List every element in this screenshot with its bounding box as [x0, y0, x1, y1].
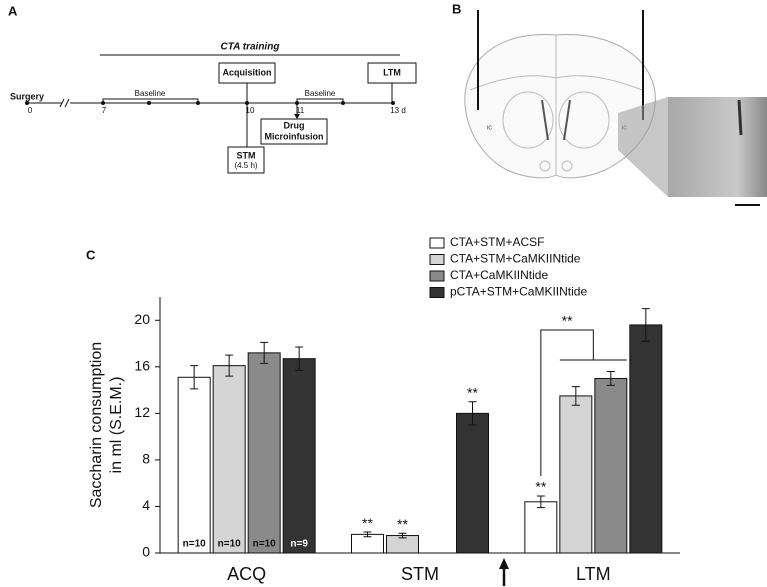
y-axis-title-line: Saccharin consumption — [88, 342, 105, 508]
stm-label: STM — [237, 150, 256, 160]
panel-a: A CTA training Surgery 0 7 10 11 13 d Ba… — [8, 3, 417, 174]
break — [59, 98, 65, 108]
brain-structure — [539, 160, 551, 172]
surgery-label: Surgery — [10, 91, 44, 101]
y-tick-label: 20 — [134, 311, 150, 327]
n-label: n=10 — [253, 539, 277, 550]
n-label: n=10 — [183, 539, 207, 550]
break — [64, 98, 70, 108]
error-bar — [606, 370, 615, 386]
bar — [594, 377, 628, 554]
legend-label: CTA+STM+CaMKIINtide — [450, 252, 581, 266]
panel-label: A — [8, 3, 18, 18]
n-label: n=9 — [290, 539, 308, 550]
legend-label: CTA+CaMKIINtide — [450, 268, 548, 282]
drug-label: Drug — [284, 120, 305, 130]
legend-swatch — [429, 254, 445, 265]
baseline-bracket — [296, 98, 344, 101]
stm-box — [227, 146, 265, 174]
brain-structure — [561, 160, 573, 172]
bar — [212, 365, 246, 554]
day-label: 0 — [28, 106, 33, 115]
ltm-label: LTM — [383, 67, 401, 77]
x-tick-label: STM — [401, 564, 439, 584]
bar — [247, 352, 281, 554]
arrow-head — [499, 558, 509, 569]
legend-swatch — [429, 237, 445, 249]
brain-structure — [502, 91, 554, 149]
error-bar — [190, 365, 199, 390]
legend-swatch — [429, 287, 445, 298]
zoom-region — [618, 97, 668, 197]
legend-label: CTA+STM+ACSF — [450, 235, 544, 249]
bar — [456, 412, 489, 554]
y-tick-label: 0 — [142, 544, 150, 560]
y-tick-label: 8 — [142, 451, 150, 467]
x-tick-label: LTM — [576, 564, 611, 584]
x-tick-label: ACQ — [227, 564, 266, 584]
stm-time: (4.5 h) — [234, 161, 257, 170]
cannula-track — [737, 99, 743, 136]
y-axis-title: Saccharin consumption in ml (S.E.M.) — [88, 342, 125, 508]
error-bar — [468, 401, 477, 426]
bar — [629, 324, 663, 554]
bracket-label: ** — [562, 313, 573, 329]
bar — [177, 376, 211, 554]
brain-structure — [469, 75, 643, 91]
n-label: n=10 — [218, 539, 242, 550]
day-label: 13 d — [390, 106, 406, 115]
significance-bracket — [540, 329, 627, 476]
error-bar — [641, 308, 650, 342]
brain-structure — [558, 91, 610, 149]
arrow-head — [294, 114, 300, 119]
day-label: 11 — [296, 106, 305, 115]
error-bar — [363, 531, 372, 538]
region-label: IC — [487, 125, 492, 131]
error-bar — [260, 341, 269, 364]
y-tick-label: 4 — [142, 497, 150, 513]
bar — [282, 358, 316, 554]
legend-swatch — [429, 270, 445, 282]
baseline-label: Baseline — [135, 89, 166, 98]
drug-label: Microinfusion — [265, 131, 324, 141]
error-bar — [536, 495, 545, 509]
training-label: CTA training — [221, 42, 280, 53]
error-bar — [225, 354, 234, 377]
micrograph — [668, 97, 767, 197]
panel-label: C — [86, 247, 96, 262]
y-tick-label: 12 — [134, 404, 150, 420]
significance-label: ** — [535, 479, 546, 495]
baseline-label: Baseline — [305, 89, 336, 98]
ventricle — [541, 99, 571, 141]
error-bar — [571, 386, 580, 406]
bar — [559, 395, 593, 554]
bar — [524, 501, 558, 554]
significance-label: ** — [467, 384, 478, 400]
day-label: 7 — [102, 106, 107, 115]
acquisition-label: Acquisition — [223, 67, 272, 77]
legend-label: pCTA+STM+CaMKIINtide — [450, 285, 587, 299]
y-axis-title-line: in ml (S.E.M.) — [108, 377, 125, 474]
significance-label: ** — [397, 516, 408, 532]
panel-label: B — [452, 1, 461, 16]
panel-b: B IC IC — [452, 1, 767, 206]
baseline-bracket — [102, 98, 199, 101]
drug-box — [260, 118, 328, 145]
error-bar — [398, 532, 407, 539]
error-bar — [295, 346, 304, 371]
significance-label: ** — [362, 515, 373, 531]
y-tick-label: 16 — [134, 358, 150, 374]
day-label: 10 — [246, 106, 255, 115]
panel-c: C Saccharin consumption in ml (S.E.M.) 0… — [86, 235, 680, 586]
